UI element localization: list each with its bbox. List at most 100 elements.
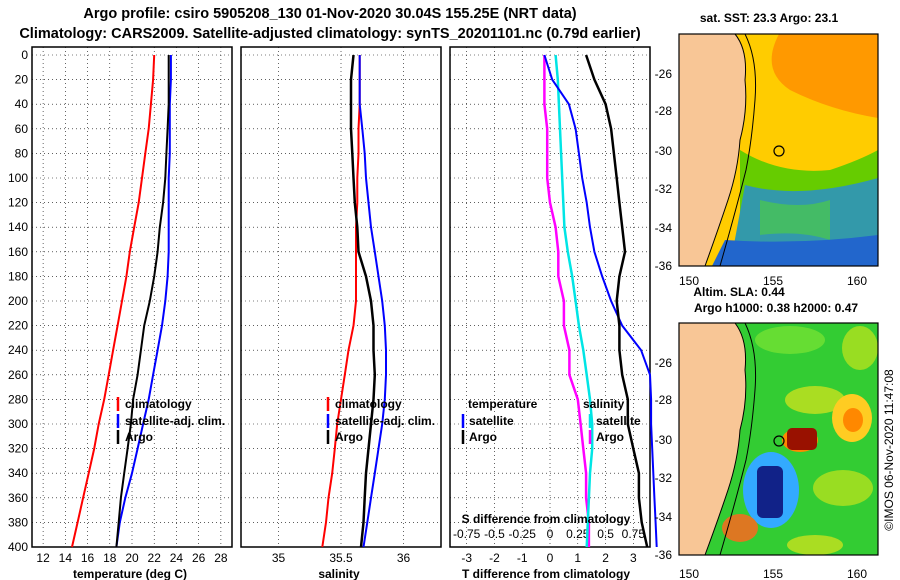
legend-satellite-label: satellite-adj. clim. (125, 414, 225, 428)
sla-isobath (719, 322, 757, 556)
temperature-legend: climatology satellite-adj. clim. Argo (116, 397, 225, 444)
t-legend-satellite-label: satellite (469, 414, 514, 428)
chart-title-line1: Argo profile: csiro 5905208_130 01-Nov-2… (83, 6, 577, 22)
map-lat-label: -34 (655, 221, 673, 235)
depth-tick-label: 100 (8, 171, 28, 185)
x-tick-label: 3 (630, 551, 637, 565)
legend-argo-label: Argo (125, 430, 153, 444)
map-lon-label: 160 (847, 567, 867, 580)
sla-feature (842, 326, 878, 370)
salinity-argo-line (349, 54, 377, 548)
sla-feature (755, 326, 825, 354)
x-tick-label: 2 (602, 551, 609, 565)
sla-map-title2: Argo h1000: 0.38 h2000: 0.47 (694, 301, 858, 315)
t-legend-argo-label: Argo (469, 430, 497, 444)
depth-tick-label: 260 (8, 368, 28, 382)
map-lat-label: -36 (655, 259, 673, 273)
x-tick-label: -3 (461, 551, 472, 565)
s-diff-tick-label: 0 (547, 527, 554, 541)
temperature-xlabel: temperature (deg C) (73, 567, 187, 580)
x-tick-label: -2 (489, 551, 500, 565)
s-difference-argo-line (543, 54, 658, 548)
s-legend-argo-label: Argo (596, 430, 624, 444)
x-tick-label: 28 (214, 551, 228, 565)
depth-tick-label: 20 (15, 73, 29, 87)
salinity-satellite-line (358, 55, 387, 548)
chart-title-line2: Climatology: CARS2009. Satellite-adjuste… (19, 26, 641, 42)
t-legend-heading: temperature (468, 397, 538, 411)
depth-tick-label: 340 (8, 466, 28, 480)
sla-feature (787, 535, 843, 555)
sla-feature (843, 408, 863, 432)
sst-land (679, 34, 746, 266)
map-lat-label: -32 (655, 471, 673, 485)
map-lon-label: 160 (847, 274, 867, 288)
depth-tick-label: 140 (8, 220, 28, 234)
depth-tick-label: 240 (8, 343, 28, 357)
x-tick-label: 26 (192, 551, 206, 565)
x-tick-label: 18 (103, 551, 117, 565)
sla-warm-eddy-core (787, 428, 817, 450)
sla-cold-eddy-core (757, 466, 783, 518)
legend-satellite-label: satellite-adj. clim. (335, 414, 435, 428)
sst-cold-region (712, 235, 878, 266)
sst-map-title: sat. SST: 23.3 Argo: 23.1 (700, 11, 839, 25)
x-tick-label: 22 (148, 551, 162, 565)
s-legend-satellite-label: satellite (596, 414, 641, 428)
x-tick-label: 0 (547, 551, 554, 565)
map-lat-label: -30 (655, 144, 673, 158)
x-tick-label: -1 (517, 551, 528, 565)
sst-map (678, 33, 879, 267)
imos-credit: ©IMOS 06-Nov-2020 11:47:08 (882, 369, 896, 531)
s-difference-xlabel: S difference from climatology (462, 512, 631, 526)
sst-map-frame (678, 33, 879, 267)
x-tick-label: 12 (36, 551, 50, 565)
legend-climatology-label: climatology (125, 397, 192, 411)
sla-land (679, 323, 746, 555)
legend-climatology-label: climatology (335, 397, 402, 411)
x-tick-label: 35.5 (329, 551, 353, 565)
temperature-climatology-line (71, 54, 156, 548)
sla-map (678, 322, 879, 556)
depth-tick-label: 180 (8, 269, 28, 283)
x-tick-label: 20 (125, 551, 139, 565)
depth-tick-label: 400 (8, 540, 28, 554)
sla-coastline (704, 322, 747, 556)
sst-band (760, 200, 830, 240)
depth-tick-label: 60 (15, 122, 29, 136)
map-lat-label: -34 (655, 510, 673, 524)
x-tick-label: 16 (81, 551, 95, 565)
depth-tick-label: 200 (8, 294, 28, 308)
sst-coastline (704, 33, 747, 267)
s-difference-satellite-line (554, 54, 594, 548)
sla-argo-position-marker (773, 435, 785, 447)
depth-tick-label: 160 (8, 245, 28, 259)
s-diff-tick-label: 0.5 (597, 527, 614, 541)
depth-tick-label: 120 (8, 196, 28, 210)
sst-warm-region (771, 34, 878, 118)
map-lat-label: -28 (655, 104, 673, 118)
map-lat-label: -26 (655, 356, 673, 370)
depth-tick-label: 320 (8, 442, 28, 456)
depth-tick-label: 360 (8, 491, 28, 505)
depth-tick-label: 220 (8, 319, 28, 333)
depth-tick-label: 0 (21, 48, 28, 62)
temperature-satellite-line (115, 55, 172, 548)
t-difference-xlabel: T difference from climatology (462, 567, 630, 580)
depth-tick-label: 40 (15, 97, 29, 111)
map-lat-label: -28 (655, 393, 673, 407)
s-diff-tick-label: 0.75 (622, 527, 646, 541)
sla-feature (785, 386, 845, 414)
depth-tick-label: 280 (8, 392, 28, 406)
temperature-argo-line (115, 55, 170, 548)
map-lat-label: -30 (655, 433, 673, 447)
map-lat-label: -32 (655, 182, 673, 196)
x-tick-label: 35 (272, 551, 286, 565)
s-difference-legend: salinity satellite Argo (583, 397, 641, 444)
sst-isobath (719, 33, 757, 267)
map-lon-label: 155 (763, 274, 783, 288)
salinity-legend: climatology satellite-adj. clim. Argo (326, 397, 435, 444)
sla-map-title1: Altim. SLA: 0.44 (693, 285, 785, 299)
depth-tick-label: 80 (15, 146, 29, 160)
